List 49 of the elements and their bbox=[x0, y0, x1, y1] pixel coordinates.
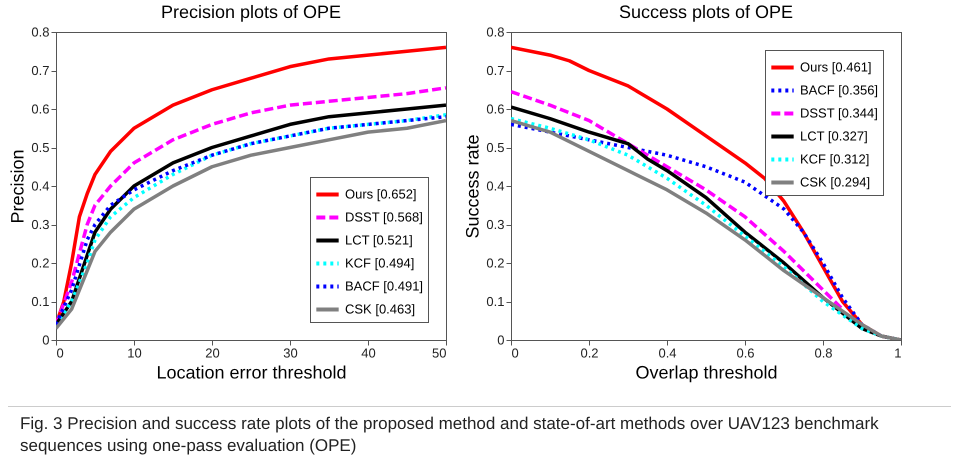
y-tick-label: 0.5 bbox=[31, 140, 50, 155]
y-tick-label: 0 bbox=[42, 332, 50, 348]
x-tick-label: 20 bbox=[205, 346, 220, 360]
x-tick-label: 10 bbox=[127, 346, 142, 360]
x-tick-label: 1 bbox=[894, 346, 902, 360]
x-tick-label: 40 bbox=[361, 346, 376, 360]
x-axis-title: Location error threshold bbox=[156, 362, 347, 382]
legend-label: LCT [0.327] bbox=[800, 128, 868, 144]
y-tick-label: 0.4 bbox=[31, 178, 50, 194]
legend-label: Ours [0.461] bbox=[800, 60, 872, 74]
y-tick-label: 0.8 bbox=[486, 24, 504, 40]
x-tick-label: 30 bbox=[283, 346, 298, 360]
y-tick-label: 0.1 bbox=[31, 294, 50, 309]
legend-label: BACF [0.491] bbox=[345, 278, 424, 294]
y-tick-label: 0.7 bbox=[31, 63, 50, 78]
caption: Fig. 3 Precision and success rate plots of the proposed method and state-of-art methods over UAV123 benchmark sequences using one-pass evaluation (OPE) bbox=[8, 406, 951, 457]
y-axis-title: Precision bbox=[7, 149, 28, 224]
y-tick-label: 0.7 bbox=[486, 63, 504, 78]
y-tick-label: 0 bbox=[497, 332, 504, 348]
x-tick-label: 0 bbox=[56, 346, 64, 360]
y-axis-title: Success rate bbox=[462, 134, 482, 239]
y-tick-label: 0.4 bbox=[486, 178, 504, 194]
chart-title: Precision plots of OPE bbox=[160, 2, 342, 22]
x-tick-label: 0.6 bbox=[736, 346, 755, 360]
x-axis-title: Overlap threshold bbox=[635, 362, 778, 382]
x-tick-label: 50 bbox=[432, 346, 446, 360]
legend-label: KCF [0.494] bbox=[345, 256, 414, 270]
y-tick-label: 0.5 bbox=[486, 140, 504, 155]
x-tick-label: 0.8 bbox=[814, 346, 833, 360]
y-tick-label: 0.3 bbox=[31, 217, 50, 232]
legend-label: Ours [0.652] bbox=[345, 186, 417, 202]
y-tick-label: 0.8 bbox=[31, 24, 50, 40]
y-tick-label: 0.6 bbox=[31, 102, 50, 116]
x-tick-label: 0 bbox=[512, 346, 519, 360]
y-tick-label: 0.2 bbox=[31, 256, 50, 270]
x-tick-label: 0.2 bbox=[580, 346, 599, 360]
chart-title: Success plots of OPE bbox=[618, 2, 794, 22]
y-tick-label: 0.3 bbox=[486, 217, 504, 232]
legend-label: CSK [0.294] bbox=[800, 174, 870, 190]
y-tick-label: 0.6 bbox=[486, 102, 504, 116]
y-tick-label: 0.1 bbox=[486, 294, 504, 309]
legend-label: DSST [0.344] bbox=[800, 106, 878, 120]
y-tick-label: 0.2 bbox=[486, 256, 504, 270]
legend-label: CSK [0.463] bbox=[345, 302, 416, 316]
legend-label: BACF [0.356] bbox=[800, 82, 878, 98]
x-tick-label: 0.4 bbox=[658, 346, 677, 360]
legend-label: LCT [0.521] bbox=[345, 232, 413, 248]
legend-label: KCF [0.312] bbox=[800, 152, 870, 166]
legend-label: DSST [0.568] bbox=[345, 210, 423, 224]
